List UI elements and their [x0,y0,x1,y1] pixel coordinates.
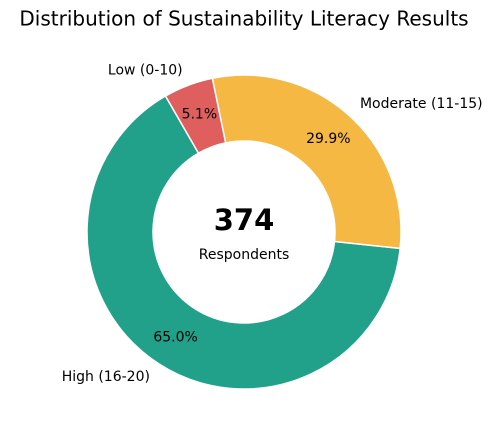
center-value: 374 [214,203,275,237]
value-label: 5.1% [182,107,218,123]
donut-slice [164,77,227,155]
donut-slice [86,95,401,390]
category-label: Moderate (11-15) [360,96,483,112]
center-label: Respondents [199,247,290,263]
donut-slice [211,74,402,250]
value-label: 29.9% [306,131,350,147]
value-label: 65.0% [153,329,197,345]
category-label: Low (0-10) [108,63,183,79]
category-label: High (16-20) [62,369,150,385]
chart-title: Distribution of Sustainability Literacy … [19,7,468,31]
